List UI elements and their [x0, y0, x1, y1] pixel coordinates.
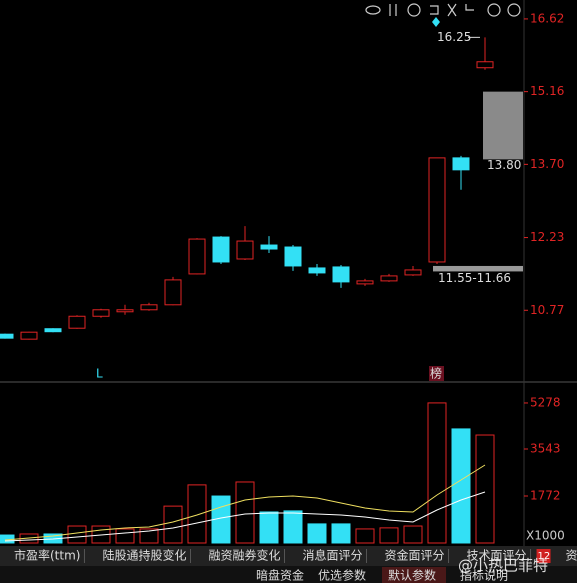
marker-bg: [429, 366, 444, 381]
volume-bar: [187, 484, 207, 544]
volume-bar: [475, 434, 495, 544]
volume-bar: [355, 528, 375, 544]
reset-icon[interactable]: [465, 4, 474, 11]
play-icon[interactable]: [407, 3, 421, 17]
volume-bar: [331, 523, 351, 544]
candle-body: [116, 309, 134, 313]
volume-bar: [403, 525, 423, 544]
volume-bar: [115, 528, 135, 544]
tab[interactable]: 市盈率(ttm): [14, 548, 80, 563]
marker-l: L: [96, 367, 103, 381]
candle-body: [284, 246, 302, 267]
tab[interactable]: 陆股通持股变化: [102, 548, 186, 563]
candle-body: [260, 244, 278, 250]
tab[interactable]: 消息面评分: [303, 548, 363, 563]
tab[interactable]: 资金面评分: [385, 548, 445, 563]
y-tick-label: 3543: [530, 442, 561, 456]
volume-bar: [427, 402, 447, 544]
price-band-label: 11.55-11.66: [438, 271, 511, 285]
y-tick-label: 12.23: [530, 230, 564, 244]
candle-body: [140, 304, 158, 311]
y-tick-label: 13.70: [530, 157, 564, 171]
candle-body: [332, 266, 350, 283]
candle-body: [164, 279, 182, 306]
candle-body: [92, 309, 110, 317]
candle-body: [476, 61, 494, 69]
hand-icon[interactable]: [389, 4, 397, 16]
tab[interactable]: 技术面评分: [467, 549, 527, 563]
high-marker-label: 16.25: [437, 30, 471, 44]
volume-bar: [163, 505, 183, 544]
ma-line: [4, 491, 486, 542]
volume-bar: [307, 523, 327, 544]
candle-body: [212, 236, 230, 263]
volume-bar: [283, 510, 303, 544]
tab-badge-bg: [536, 549, 551, 563]
unit-label: X1000: [526, 529, 565, 543]
candle-body: [0, 333, 14, 339]
y-tick-label: 16.62: [530, 11, 564, 25]
volume-bar: [379, 527, 399, 544]
candle-body: [188, 238, 206, 275]
cut-icon[interactable]: [447, 3, 457, 17]
tab-bar: [0, 546, 577, 566]
y-tick-label: 10.77: [530, 303, 564, 317]
candle-body: [308, 267, 326, 274]
tab[interactable]: 融资融券变化: [208, 548, 280, 563]
zoom-in-icon[interactable]: [487, 3, 501, 17]
tab[interactable]: 资金抄底: [566, 548, 577, 563]
diamond-marker: [432, 17, 440, 27]
price-band: [433, 265, 523, 272]
candle-body: [68, 315, 86, 329]
y-tick-label: 5278: [530, 395, 561, 409]
button[interactable]: 指标说明: [460, 568, 508, 583]
range-box: [483, 91, 523, 160]
volume-bar: [451, 428, 471, 544]
volume-bar: [259, 511, 279, 544]
candle-body: [404, 269, 422, 276]
button-active-bg: [382, 567, 446, 583]
undo-icon[interactable]: [430, 5, 439, 15]
ma-line: [4, 464, 486, 541]
toolbar: [365, 3, 521, 17]
eye-icon[interactable]: [365, 5, 381, 15]
candle-body: [356, 280, 374, 285]
tab-badge: 12: [538, 551, 551, 562]
button[interactable]: 默认参数: [388, 568, 436, 583]
candle-body: [452, 157, 470, 171]
candle-body: [428, 157, 446, 263]
range-box-label: 13.80: [487, 158, 521, 172]
candle-body: [20, 331, 38, 340]
candle-body: [380, 275, 398, 282]
watermark: @小热巴菲特: [458, 557, 548, 575]
zoom-out-icon[interactable]: [507, 3, 521, 17]
y-tick-label: 1772: [530, 488, 561, 502]
volume-bar: [67, 525, 87, 544]
candle-body: [44, 328, 62, 333]
volume-bar: [235, 481, 255, 544]
button[interactable]: 优选参数: [318, 568, 366, 583]
button[interactable]: 暗盘资金: [256, 568, 304, 583]
candle-body: [236, 240, 254, 260]
y-tick-label: 15.16: [530, 84, 564, 98]
volume-bar: [139, 528, 159, 544]
marker-bang: 榜: [430, 366, 442, 381]
